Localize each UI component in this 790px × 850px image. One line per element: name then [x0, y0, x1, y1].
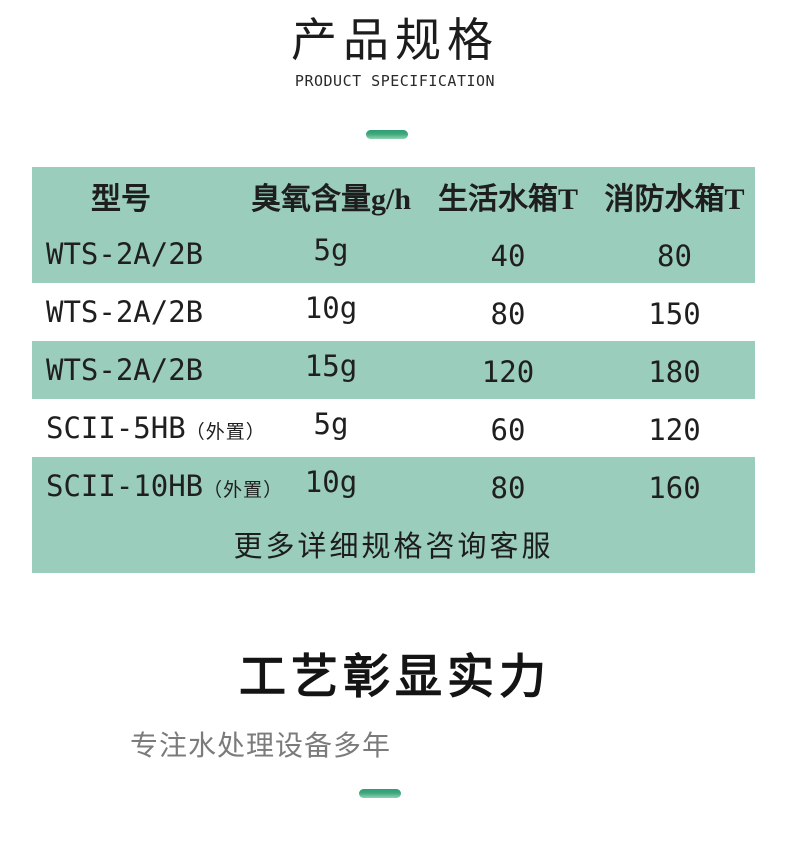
living-tank-cell: 60: [490, 413, 526, 447]
fire-tank-cell: 160: [594, 457, 755, 515]
table-row: WTS-2A/2B 15g 120 180: [32, 341, 755, 399]
model-label: SCII-10HB: [46, 469, 204, 503]
column-header-ozone: 臭氧含量g/h: [240, 167, 422, 225]
model-cell: WTS-2A/2B: [32, 341, 240, 399]
model-label: SCII-5HB: [46, 411, 186, 445]
model-note: （外置）: [185, 422, 266, 443]
column-header-living-tank: 生活水箱T: [422, 167, 594, 225]
ozone-cell: 5g: [240, 225, 422, 283]
ozone-cell: 10g: [304, 291, 358, 325]
ozone-cell: 5g: [313, 407, 349, 441]
model-cell: SCII-10HB（外置）: [32, 457, 282, 515]
model-label: WTS-2A/2B: [46, 353, 204, 387]
table-row: SCII-10HB（外置） 10g 80 160: [32, 457, 755, 515]
spec-table: 型号 臭氧含量g/h 生活水箱T 消防水箱T WTS-2A/2B 5g 40 8…: [32, 167, 755, 573]
model-cell: WTS-2A/2B: [32, 283, 240, 341]
craft-section-title: 工艺彰显实力: [239, 652, 551, 704]
column-header-fire-tank: 消防水箱T: [594, 167, 755, 225]
model-label: WTS-2A/2B: [46, 295, 204, 329]
fire-tank-cell: 180: [594, 341, 755, 399]
column-header-model: 型号: [32, 167, 240, 225]
table-footer-note: 更多详细规格咨询客服: [32, 515, 755, 573]
table-row: WTS-2A/2B 10g 80 150: [32, 283, 755, 341]
spec-table-body: WTS-2A/2B 5g 40 80 WTS-2A/2B 10g 80 150 …: [32, 225, 755, 515]
page-title: 产品规格: [291, 15, 499, 66]
ozone-cell: 15g: [240, 341, 422, 399]
table-row: WTS-2A/2B 5g 40 80: [32, 225, 755, 283]
living-tank-cell: 80: [490, 297, 526, 331]
header-row: 型号 臭氧含量g/h 生活水箱T 消防水箱T: [32, 167, 755, 225]
product-spec-section: 产品规格 PRODUCT SPECIFICATION 型号 臭氧含量g/h 生活…: [0, 12, 790, 798]
fire-tank-cell: 80: [594, 225, 755, 283]
spec-table-header: 型号 臭氧含量g/h 生活水箱T 消防水箱T: [32, 167, 755, 225]
craft-section-tagline: 专注水处理设备多年: [130, 731, 392, 762]
table-row: SCII-5HB（外置） 5g 60 120: [32, 399, 755, 457]
page-subtitle: PRODUCT SPECIFICATION: [294, 72, 496, 90]
model-cell: SCII-5HB（外置）: [32, 399, 265, 457]
living-tank-cell: 120: [422, 341, 594, 399]
fire-tank-cell: 150: [648, 297, 701, 331]
model-label: WTS-2A/2B: [46, 237, 204, 271]
divider-pill-bottom: [359, 789, 401, 798]
footer-row: 更多详细规格咨询客服: [32, 515, 755, 573]
divider-pill-top: [366, 130, 408, 139]
living-tank-cell: 80: [422, 457, 594, 515]
living-tank-cell: 40: [422, 225, 594, 283]
ozone-cell: 10g: [240, 457, 422, 515]
spec-table-footer: 更多详细规格咨询客服: [32, 515, 755, 573]
model-note: （外置）: [203, 480, 284, 501]
fire-tank-cell: 120: [648, 413, 701, 447]
model-cell: WTS-2A/2B: [32, 225, 240, 283]
